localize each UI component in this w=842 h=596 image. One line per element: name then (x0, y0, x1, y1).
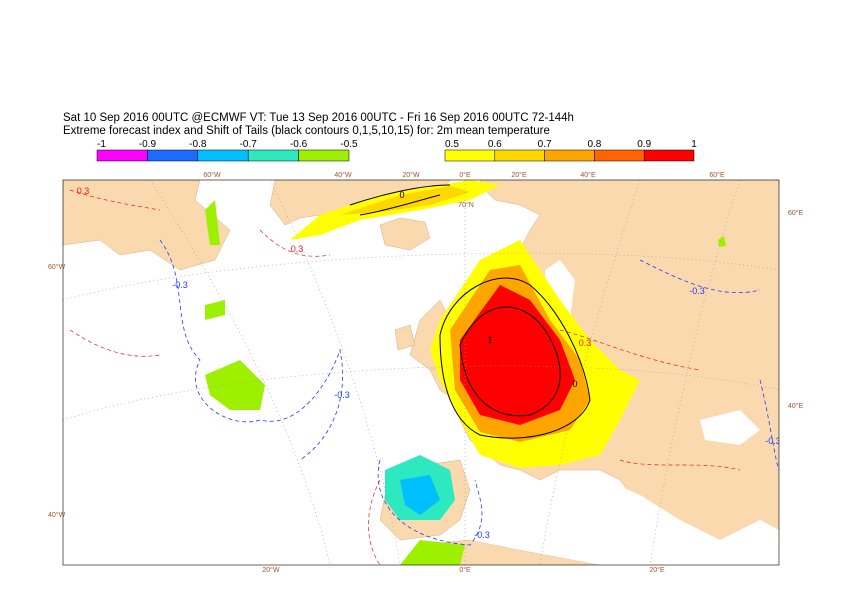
graticule-label: 0°E (459, 171, 471, 179)
colorbar-label: -0.9 (139, 139, 157, 150)
contour-label: 1 (487, 335, 492, 345)
negative-contours (159, 239, 779, 546)
colorbar-label: 0.6 (488, 139, 502, 150)
graticule-label: 20°E (511, 171, 527, 179)
contour-label: 0 (572, 379, 577, 389)
colorbar-swatch (247, 149, 299, 162)
graticule-label: 40°W (334, 171, 352, 179)
graticule-label: 40°E (580, 171, 596, 179)
colorbar-swatch (494, 149, 545, 162)
graticule-label: 70°N (458, 201, 474, 209)
colorbar-swatch (197, 149, 249, 162)
graticule-label: 60°W (203, 171, 221, 179)
colorbar-swatch (147, 149, 199, 162)
colorbar-swatch (298, 149, 350, 162)
positive-contours (69, 189, 741, 565)
colorbar-swatch (96, 149, 148, 162)
colorbar-swatch (643, 149, 695, 162)
colorbar-label: -0.8 (189, 139, 207, 150)
graticule-label: 40°W (48, 511, 66, 519)
colorbar-label: 1 (691, 139, 697, 150)
colorbar-swatch (594, 149, 645, 162)
contour-label: -0.3 (765, 436, 781, 446)
contour-label: -0.3 (474, 530, 490, 540)
graticule-label: 20°W (402, 171, 420, 179)
colorbar: -1 -0.9 -0.8 -0.7 -0.6 -0.5 0.5 0.6 0.7 0.8 0.9 1 (96, 139, 697, 162)
colorbar-label: -0.7 (240, 139, 258, 150)
graticule-label: 60°W (48, 263, 66, 271)
graticule-label: 40°E (788, 402, 804, 410)
contour-label: -0.3 (334, 390, 350, 400)
contour-label: 0.3 (291, 244, 304, 254)
graticule-label: 20°E (649, 566, 665, 574)
map-frame (62, 179, 780, 566)
title-line-1: Sat 10 Sep 2016 00UTC @ECMWF VT: Tue 13 … (63, 112, 574, 124)
graticule-labels: 60°W 40°W 20°W 0°E 20°E 40°E 60°E 60°E 40°E 60°W 4… (48, 171, 804, 574)
colorbar-label: 0.9 (637, 139, 651, 150)
colorbar-swatch (544, 149, 595, 162)
graticule-label: 20°W (262, 566, 280, 574)
contour-label: -0.3 (689, 286, 705, 296)
contour-label: 0 (399, 190, 404, 200)
title-line-2: Extreme forecast index and Shift of Tail… (63, 125, 550, 137)
contour-label: -0.3 (172, 280, 188, 290)
colorbar-label: 0.7 (538, 139, 552, 150)
graticule (63, 180, 779, 565)
colorbar-label: -0.5 (340, 139, 358, 150)
graticule-label: 0°E (459, 566, 471, 574)
colorbar-label: -0.6 (290, 139, 308, 150)
colorbar-label: -1 (97, 139, 106, 150)
sot-contours (349, 184, 591, 439)
graticule-label: 60°E (788, 209, 804, 217)
contour-label: 0.3 (77, 186, 90, 196)
efi-shading (205, 180, 726, 565)
contour-labels: 0.3 0.3 0.3 -0.3 -0.3 -0.3 -0.3 -0.3 0 1 0 (77, 186, 781, 540)
map: 0.3 0.3 0.3 -0.3 -0.3 -0.3 -0.3 -0.3 0 1 0 (63, 180, 781, 565)
colorbar-label: 0.5 (445, 139, 459, 150)
colorbar-swatch (444, 149, 496, 162)
contour-label: 0.3 (579, 338, 592, 348)
graticule-label: 60°E (709, 171, 725, 179)
colorbar-label: 0.8 (587, 139, 601, 150)
